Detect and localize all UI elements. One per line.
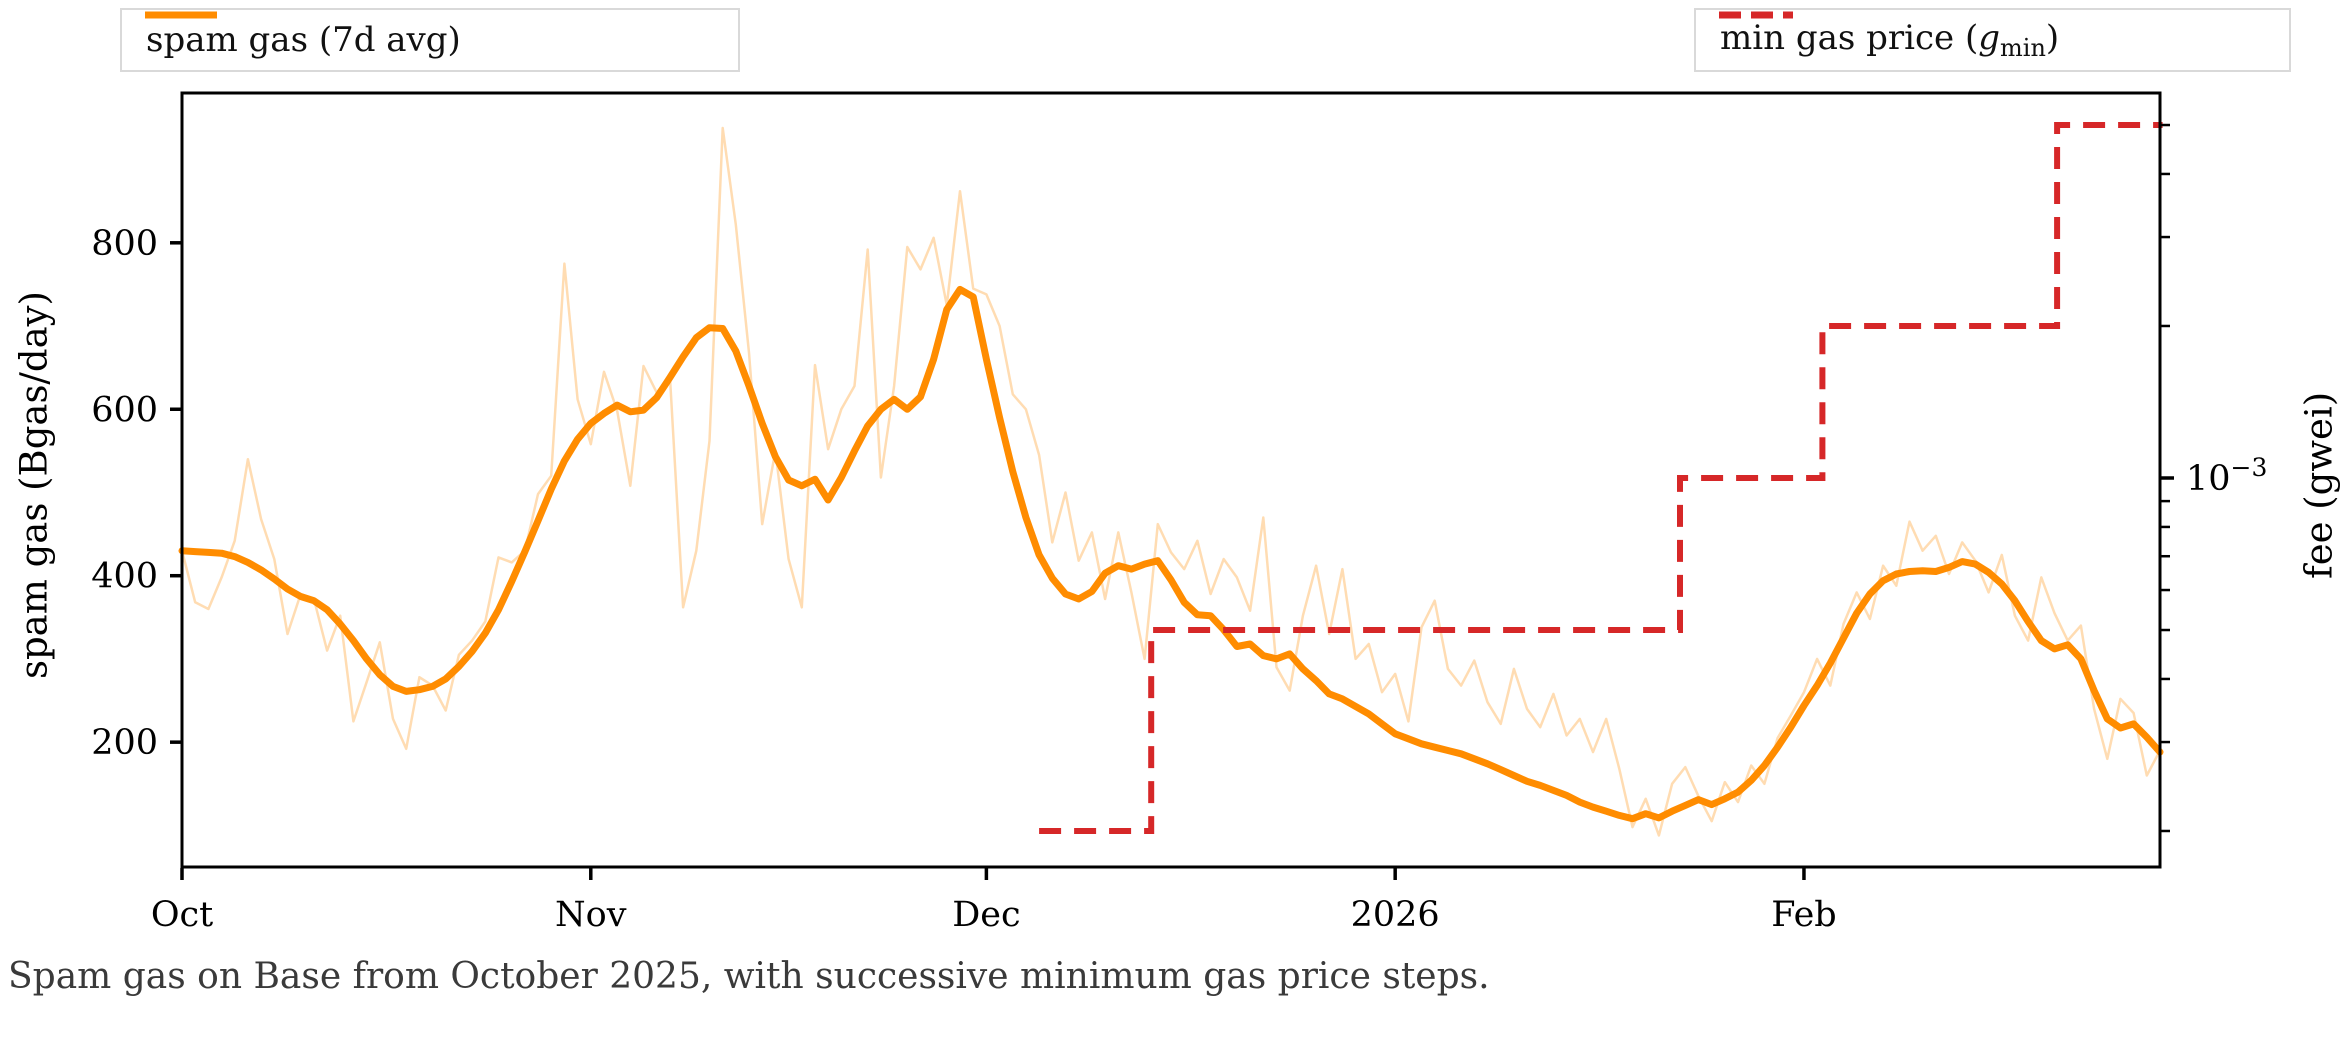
left-tick-label: 600 <box>91 390 158 430</box>
legend-gmin-label: min gas price (gmin) <box>1720 18 2059 62</box>
gmin-step-line <box>1039 122 2163 834</box>
left-axis-ticks: 200 400 600 800 <box>91 224 181 763</box>
avg-line <box>178 285 2164 823</box>
caption: Spam gas on Base from October 2025, with… <box>8 956 1490 997</box>
legend-spam-label: spam gas (7d avg) <box>146 20 461 60</box>
legend-spam-gas: spam gas (7d avg) <box>120 8 740 72</box>
legend-min-gas-price: min gas price (gmin) <box>1694 8 2291 72</box>
plot-frame <box>180 91 2162 869</box>
right-major-tick-label: 10−3 <box>2186 453 2267 499</box>
right-axis-ticks: 10−3 <box>2161 123 2267 833</box>
legend-gmin-sub: min <box>2000 34 2046 62</box>
gmin-dashed-swatch-icon <box>1719 11 1793 19</box>
legend-gmin-prefix: min gas price ( <box>1720 18 1979 58</box>
x-tick-label: Feb <box>1771 895 1837 935</box>
x-tick-label: Oct <box>151 895 213 935</box>
x-tick-label: Nov <box>555 895 627 935</box>
legend-gmin-var: g <box>1978 18 2001 58</box>
x-axis-ticks: Oct Nov Dec 2026 Feb <box>151 868 1837 935</box>
right-axis-title: fee (gwei) <box>2297 391 2341 579</box>
spam-line-swatch-icon <box>145 11 217 19</box>
left-tick-label: 200 <box>91 723 158 763</box>
x-tick-label: 2026 <box>1351 895 1440 935</box>
left-tick-label: 800 <box>91 224 158 264</box>
left-axis-title: spam gas (Bgas/day) <box>12 291 56 679</box>
legend-gmin-suffix: ) <box>2045 18 2060 58</box>
left-tick-label: 400 <box>91 557 158 597</box>
daily-line <box>180 126 2162 837</box>
x-tick-label: Dec <box>952 895 1020 935</box>
